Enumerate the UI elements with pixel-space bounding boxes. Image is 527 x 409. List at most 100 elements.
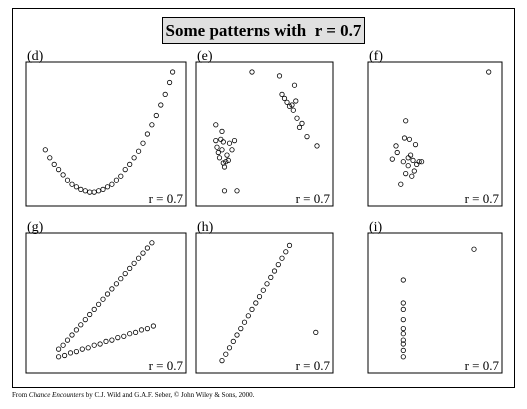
data-point: [113, 177, 120, 183]
data-point: [411, 168, 417, 174]
data-point: [400, 337, 406, 343]
slide-title: Some patterns with r = 0.7: [165, 20, 362, 40]
data-point: [304, 134, 310, 140]
data-point: [109, 181, 115, 187]
panel-frame: [367, 232, 503, 374]
data-point: [127, 161, 133, 167]
panel-label: (e): [197, 49, 213, 64]
data-point: [61, 352, 68, 359]
data-point: [418, 159, 425, 165]
panel-1: (e) r = 0.7: [195, 49, 334, 207]
r-annotation: r = 0.7: [149, 358, 184, 373]
data-point: [400, 325, 406, 332]
data-point: [313, 329, 319, 335]
data-point: [73, 184, 80, 190]
data-point: [47, 155, 53, 161]
data-point: [213, 138, 219, 144]
panel-label: (i): [369, 220, 383, 235]
data-point: [407, 152, 414, 158]
data-point: [55, 346, 62, 352]
data-point: [144, 325, 150, 332]
data-point: [276, 73, 283, 79]
data-point: [268, 274, 274, 280]
data-point: [91, 342, 97, 348]
data-point: [398, 181, 404, 187]
data-point: [234, 332, 240, 338]
data-point: [100, 186, 106, 192]
data-point: [140, 140, 146, 146]
data-point: [409, 173, 415, 179]
data-point: [51, 161, 57, 167]
data-point: [400, 341, 406, 347]
panel-frame: [25, 232, 187, 374]
data-point: [405, 163, 411, 169]
data-point: [279, 91, 285, 98]
data-point: [131, 155, 137, 161]
panel-frame: [195, 232, 334, 374]
data-point: [281, 95, 288, 102]
data-point: [214, 144, 220, 150]
data-point: [109, 337, 115, 343]
data-point: [113, 281, 120, 287]
panel-frame: [367, 61, 503, 207]
data-point: [138, 327, 145, 333]
data-point: [122, 270, 128, 277]
data-point: [256, 293, 263, 300]
data-point: [60, 172, 66, 178]
data-point: [150, 323, 156, 329]
data-point: [219, 128, 225, 134]
panel-0: (d) r = 0.7: [25, 49, 187, 207]
data-point: [253, 300, 259, 306]
data-point: [231, 138, 238, 144]
data-point: [87, 311, 93, 318]
data-point: [78, 322, 84, 328]
data-point: [131, 260, 137, 266]
data-point: [104, 184, 111, 190]
data-point: [393, 143, 399, 149]
data-point: [230, 338, 236, 344]
data-point: [296, 124, 303, 131]
data-point: [91, 306, 97, 312]
footer-book-title: Chance Encounters: [28, 391, 84, 399]
data-point: [91, 189, 97, 195]
data-point: [215, 149, 221, 156]
data-point: [78, 186, 84, 192]
data-point: [158, 102, 164, 108]
data-point: [271, 268, 278, 274]
r-annotation: r = 0.7: [296, 191, 331, 206]
data-point: [133, 329, 139, 335]
data-point: [400, 354, 406, 360]
data-point: [406, 136, 412, 142]
data-point: [389, 156, 395, 162]
panel-label: (g): [27, 220, 44, 235]
data-point: [400, 316, 406, 323]
data-point: [170, 69, 176, 75]
data-point: [127, 331, 133, 337]
panel-frame: [195, 61, 334, 207]
data-point: [140, 250, 146, 256]
data-point: [245, 313, 251, 319]
data-point: [167, 79, 173, 86]
data-point: [400, 159, 406, 165]
data-point: [42, 147, 48, 153]
data-point: [218, 136, 224, 142]
data-point: [286, 242, 293, 248]
data-point: [103, 338, 109, 344]
data-point: [412, 142, 419, 148]
r-annotation: r = 0.7: [149, 191, 184, 206]
data-point: [249, 306, 255, 312]
data-point: [260, 287, 266, 293]
data-point: [97, 341, 103, 347]
data-point: [79, 346, 85, 352]
data-point: [67, 350, 74, 356]
data-point: [55, 354, 62, 360]
data-point: [118, 276, 124, 282]
data-point: [400, 277, 406, 283]
footer-suffix: by C.J. Wild and G.A.F. Seber, © John Wi…: [83, 391, 255, 399]
data-point: [471, 246, 477, 252]
footer-prefix: From: [12, 391, 29, 399]
panel-3: (g) r = 0.7: [25, 220, 187, 374]
panel-label: (f): [369, 49, 383, 64]
